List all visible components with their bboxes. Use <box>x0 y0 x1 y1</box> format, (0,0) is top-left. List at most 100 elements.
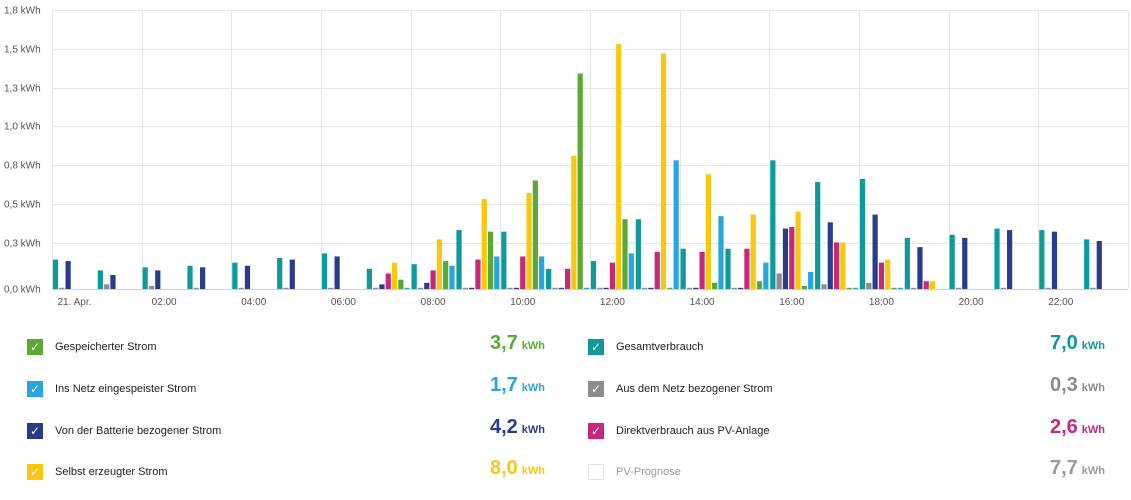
bar-batterie-04[interactable] <box>244 265 251 289</box>
bar-netz-20[interactable] <box>955 287 962 289</box>
bar-direkt-17[interactable] <box>833 242 840 290</box>
legend-item[interactable]: ✓ Gespeicherter Strom <box>27 336 156 358</box>
bar-selbst-10[interactable] <box>526 192 532 289</box>
bar-netz-15[interactable] <box>731 287 737 289</box>
bar-gespeichert-13[interactable] <box>667 287 673 289</box>
bar-netz-00[interactable] <box>59 287 65 289</box>
legend-item[interactable]: ✓ Ins Netz eingespeister Strom <box>27 378 196 400</box>
bar-batterie-06[interactable] <box>334 256 340 289</box>
bar-direkt-08[interactable] <box>430 270 436 289</box>
bar-netz-10[interactable] <box>507 287 513 289</box>
bar-netz_ein-15[interactable] <box>763 262 769 289</box>
bar-gesamt-11[interactable] <box>546 268 552 289</box>
bar-netz-02[interactable] <box>148 285 155 289</box>
bar-selbst-17[interactable] <box>840 242 846 290</box>
bar-direkt-13[interactable] <box>654 251 660 289</box>
bar-batterie-05[interactable] <box>289 259 295 289</box>
bar-netz-11[interactable] <box>552 287 558 289</box>
bar-batterie-18[interactable] <box>872 214 878 289</box>
bar-selbst-07[interactable] <box>391 262 398 289</box>
bar-netz-18[interactable] <box>866 282 872 289</box>
bar-netz-07[interactable] <box>373 287 379 289</box>
bar-direkt-11[interactable] <box>564 268 571 289</box>
bar-gespeichert-14[interactable] <box>712 282 718 289</box>
legend-item[interactable]: ✓ Aus dem Netz bezogener Strom <box>588 378 773 400</box>
bar-gesamt-22[interactable] <box>1039 230 1045 289</box>
bar-gesamt-23[interactable] <box>1084 239 1090 289</box>
bar-netz-19[interactable] <box>911 287 917 289</box>
bar-gespeichert-16[interactable] <box>801 285 807 289</box>
bar-netz-01[interactable] <box>104 284 110 289</box>
bar-netz_ein-07[interactable] <box>404 287 410 289</box>
legend-item[interactable]: ✓ Von der Batterie bezogener Strom <box>27 420 221 442</box>
bar-batterie-02[interactable] <box>155 270 161 289</box>
bar-gesamt-12[interactable] <box>590 261 597 289</box>
legend-checkbox[interactable]: ✓ <box>588 423 604 439</box>
bar-direkt-15[interactable] <box>744 248 750 289</box>
bar-direkt-18[interactable] <box>878 262 885 289</box>
bar-gesamt-05[interactable] <box>277 258 283 289</box>
bar-netz-22[interactable] <box>1045 287 1051 289</box>
bar-netz-14[interactable] <box>686 287 693 289</box>
bar-batterie-11[interactable] <box>558 287 564 289</box>
bar-netz-05[interactable] <box>283 287 289 289</box>
bar-gesamt-08[interactable] <box>411 264 417 289</box>
bar-gesamt-04[interactable] <box>232 262 238 289</box>
legend-checkbox[interactable]: ✓ <box>27 381 43 397</box>
bar-direkt-07[interactable] <box>385 273 391 290</box>
bar-gesamt-03[interactable] <box>187 265 193 289</box>
bar-gesamt-01[interactable] <box>97 270 103 289</box>
bar-netz_ein-16[interactable] <box>808 271 814 289</box>
bar-selbst-15[interactable] <box>750 214 756 289</box>
bar-gesamt-21[interactable] <box>994 228 1000 289</box>
bar-batterie-01[interactable] <box>110 275 116 289</box>
legend-checkbox[interactable] <box>588 464 604 480</box>
bar-gespeichert-17[interactable] <box>846 287 852 289</box>
bar-netz_ein-11[interactable] <box>583 287 590 289</box>
bar-batterie-00[interactable] <box>65 261 71 289</box>
bar-netz-09[interactable] <box>462 287 468 289</box>
bar-netz-21[interactable] <box>1000 287 1006 289</box>
legend-checkbox[interactable]: ✓ <box>588 381 604 397</box>
bar-gesamt-18[interactable] <box>859 178 866 289</box>
bar-selbst-11[interactable] <box>571 155 577 289</box>
bar-batterie-12[interactable] <box>603 287 609 289</box>
bar-batterie-09[interactable] <box>469 287 475 289</box>
bar-netz_ein-14[interactable] <box>718 216 724 289</box>
legend-item[interactable]: ✓ Selbst erzeugter Strom <box>27 461 168 483</box>
bar-gespeichert-18[interactable] <box>891 287 897 289</box>
bar-batterie-07[interactable] <box>379 284 385 289</box>
bar-gesamt-14[interactable] <box>680 248 686 289</box>
legend-item[interactable]: ✓ Gesamtverbrauch <box>588 336 703 358</box>
legend-item[interactable]: PV-Prognose <box>588 461 681 483</box>
bar-netz_ein-12[interactable] <box>628 253 634 289</box>
bar-direkt-14[interactable] <box>699 251 705 289</box>
bar-batterie-22[interactable] <box>1051 231 1058 289</box>
bar-batterie-20[interactable] <box>962 237 968 289</box>
bar-netz_ein-17[interactable] <box>852 287 859 289</box>
bar-selbst-18[interactable] <box>885 259 891 289</box>
bar-batterie-21[interactable] <box>1007 230 1013 289</box>
bar-batterie-13[interactable] <box>648 287 654 289</box>
bar-batterie-03[interactable] <box>200 267 206 289</box>
legend-checkbox[interactable]: ✓ <box>27 339 43 355</box>
bar-gesamt-00[interactable] <box>52 259 59 289</box>
bar-netz-04[interactable] <box>238 287 244 289</box>
bar-batterie-23[interactable] <box>1096 240 1102 289</box>
bar-gesamt-19[interactable] <box>904 237 910 289</box>
bar-batterie-16[interactable] <box>782 228 789 289</box>
bar-gesamt-02[interactable] <box>142 267 148 289</box>
bar-gesamt-17[interactable] <box>815 182 821 289</box>
bar-selbst-14[interactable] <box>705 174 711 289</box>
bar-netz-17[interactable] <box>821 284 827 289</box>
bar-direkt-19[interactable] <box>923 281 929 289</box>
bar-selbst-19[interactable] <box>929 281 936 289</box>
bar-gesamt-15[interactable] <box>725 248 731 289</box>
bar-batterie-15[interactable] <box>738 287 744 289</box>
bar-selbst-12[interactable] <box>616 44 622 289</box>
bar-gespeichert-08[interactable] <box>443 261 449 289</box>
bar-gespeichert-11[interactable] <box>577 73 583 289</box>
bar-netz_ein-13[interactable] <box>673 160 679 289</box>
bar-gespeichert-09[interactable] <box>487 231 494 289</box>
bar-batterie-08[interactable] <box>424 282 430 289</box>
